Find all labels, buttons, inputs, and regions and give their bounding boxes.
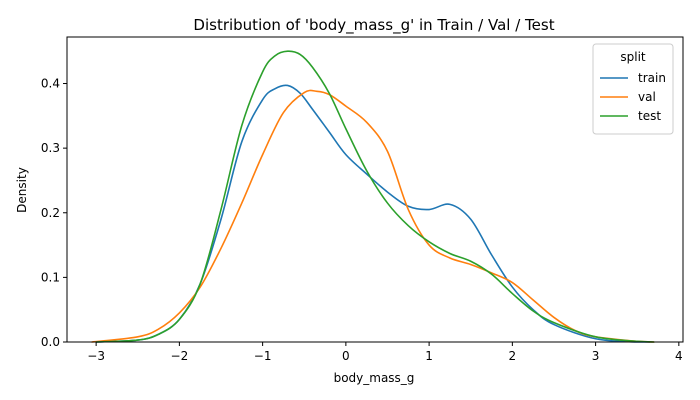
legend: split train val test bbox=[592, 43, 674, 135]
y-tick-label: 0.1 bbox=[41, 270, 60, 284]
y-axis-label: Density bbox=[15, 167, 29, 213]
y-tick-label: 0.0 bbox=[41, 335, 60, 349]
x-tick-label: −2 bbox=[171, 349, 189, 363]
y-axis: 0.0 0.1 0.2 0.3 0.4 bbox=[41, 77, 67, 349]
x-tick-label: 0 bbox=[342, 349, 350, 363]
legend-label-test: test bbox=[638, 109, 661, 123]
x-tick-label: 2 bbox=[509, 349, 517, 363]
plot-frame bbox=[66, 36, 684, 343]
series-line-val bbox=[91, 89, 655, 343]
series-line-test bbox=[95, 50, 655, 343]
x-tick-label: 1 bbox=[425, 349, 433, 363]
x-tick-label: −3 bbox=[87, 349, 105, 363]
chart-title: Distribution of 'body_mass_g' in Train /… bbox=[193, 16, 554, 35]
x-tick-label: 3 bbox=[592, 349, 600, 363]
x-tick-label: −1 bbox=[254, 349, 272, 363]
legend-frame bbox=[592, 43, 674, 135]
y-tick-label: 0.4 bbox=[41, 77, 60, 91]
x-axis-label: body_mass_g bbox=[334, 371, 415, 385]
x-tick-label: 4 bbox=[675, 349, 683, 363]
legend-label-train: train bbox=[638, 71, 666, 85]
legend-title: split bbox=[620, 50, 646, 64]
plot-area bbox=[66, 36, 684, 343]
legend-label-val: val bbox=[638, 90, 656, 104]
series-line-train bbox=[95, 84, 651, 343]
x-axis: −3 −2 −1 0 1 2 3 4 bbox=[87, 342, 683, 363]
legend-entries: train val test bbox=[600, 71, 666, 123]
y-tick-label: 0.2 bbox=[41, 206, 60, 220]
y-tick-label: 0.3 bbox=[41, 141, 60, 155]
